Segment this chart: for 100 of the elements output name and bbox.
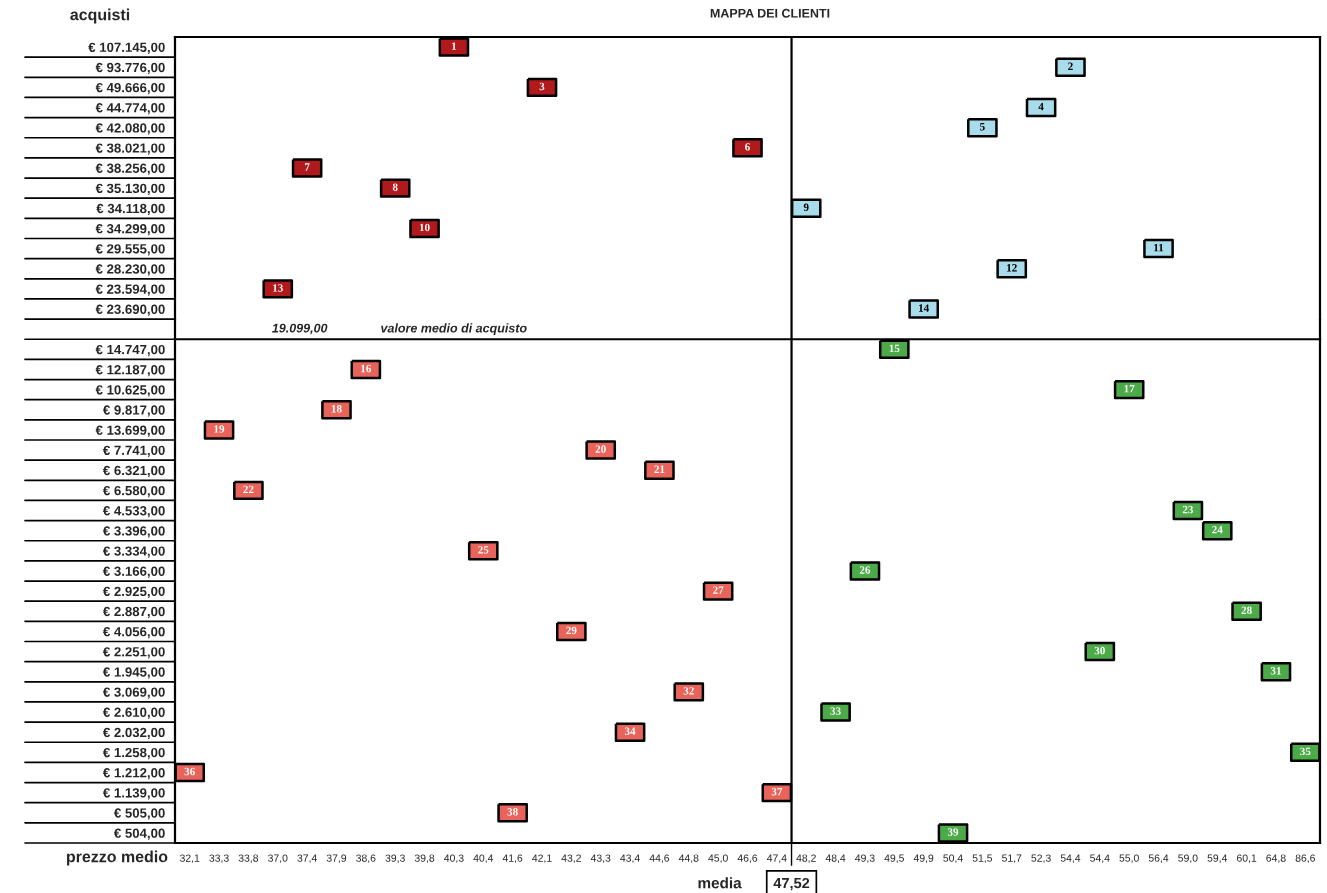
y-tick-label: € 9.817,00 <box>102 405 165 417</box>
y-tick-label: € 29.555,00 <box>95 244 165 256</box>
x-tick-label: 39,3 <box>385 854 405 863</box>
y-tick-label: € 34.299,00 <box>95 223 165 236</box>
text: 19.099,00 <box>272 323 328 335</box>
data-label: 35 <box>1300 747 1311 756</box>
y-tick-label: € 1.258,00 <box>102 747 165 760</box>
data-label: 14 <box>918 304 929 312</box>
x-axis-title: prezzo medio <box>67 850 168 866</box>
y-tick-label: € 1.139,00 <box>102 788 165 800</box>
y-tick-label: € 3.396,00 <box>102 526 165 538</box>
y-tick-label: € 23.594,00 <box>95 284 165 296</box>
data-label: 12 <box>1007 264 1017 272</box>
y-tick-label: € 13.699,00 <box>95 425 165 437</box>
x-tick-label: 42,1 <box>532 854 552 863</box>
x-tick-label: 48,2 <box>796 854 816 863</box>
data-label: 20 <box>595 445 606 453</box>
data-label: 38 <box>507 808 518 816</box>
x-tick-label: 54,4 <box>1090 854 1110 863</box>
y-tick-label: € 107.145,00 <box>88 42 165 54</box>
y-tick-label: € 38.256,00 <box>95 163 165 175</box>
x-tick-label: 51,5 <box>972 854 993 863</box>
x-tick-label: 59,0 <box>1178 854 1198 863</box>
x-tick-label: 49,5 <box>884 854 904 863</box>
data-label: 39 <box>947 828 959 836</box>
data-label: 6 <box>745 143 750 151</box>
data-label: 31 <box>1270 667 1281 675</box>
data-label: 17 <box>1124 384 1135 393</box>
data-label: 26 <box>859 566 871 574</box>
y-tick-label: € 28.230,00 <box>95 264 165 276</box>
x-tick-label: 40,4 <box>473 854 494 863</box>
y-tick-label: € 1.212,00 <box>102 768 165 780</box>
data-label: 16 <box>361 364 372 373</box>
data-label: 10 <box>419 223 430 232</box>
x-tick-label: 43,3 <box>590 854 611 863</box>
x-tick-label: 39,8 <box>414 854 435 863</box>
x-tick-label: 37,9 <box>326 854 347 863</box>
data-label: 33 <box>830 707 841 715</box>
y-tick-label: € 4.533,00 <box>102 506 165 518</box>
data-label: 25 <box>478 546 489 554</box>
x-tick-label: 44,6 <box>649 854 670 863</box>
data-label: 9 <box>803 203 809 212</box>
x-tick-label: 49,9 <box>913 854 934 863</box>
y-tick-label: € 7.741,00 <box>102 445 165 457</box>
data-label: 28 <box>1241 606 1252 615</box>
x-tick-label: 46,6 <box>737 854 758 863</box>
data-label: 19 <box>214 425 225 433</box>
y-tick-label: € 2.925,00 <box>102 586 165 598</box>
data-label: 27 <box>713 586 724 594</box>
x-tick-label: 32,1 <box>179 854 200 863</box>
y-tick-label: € 2.887,00 <box>102 606 165 619</box>
x-tick-label: 54,4 <box>1060 854 1081 863</box>
chart-title: MAPPA DEI CLIENTI <box>710 8 830 18</box>
y-tick-label: € 6.580,00 <box>102 485 165 498</box>
data-label: 11 <box>1154 243 1164 252</box>
data-label: 36 <box>184 767 195 776</box>
x-tick-label: 55,0 <box>1119 854 1139 863</box>
text: valore medio di acquisto <box>381 323 527 335</box>
data-label: 8 <box>392 183 398 191</box>
data-label: 32 <box>683 687 694 695</box>
data-label: 7 <box>304 163 310 171</box>
y-tick-label: € 2.251,00 <box>102 647 165 659</box>
x-tick-label: 37,0 <box>268 854 288 863</box>
y-tick-label: € 38.021,00 <box>95 143 165 155</box>
data-label: 21 <box>654 465 665 473</box>
x-tick-label: 59,4 <box>1207 854 1228 863</box>
y-tick-label: € 1.945,00 <box>102 667 165 679</box>
x-tick-label: 60,1 <box>1237 854 1257 863</box>
x-tick-label: 41,6 <box>502 854 523 863</box>
data-label: 13 <box>273 284 283 292</box>
data-label: 34 <box>624 727 636 735</box>
x-tick-label: 43,4 <box>620 854 640 863</box>
y-tick-label: € 34.118,00 <box>96 203 165 216</box>
y-tick-label: € 10.625,00 <box>95 385 165 397</box>
data-label: 5 <box>980 123 985 131</box>
data-label: 18 <box>331 405 342 413</box>
data-label: 23 <box>1182 505 1194 514</box>
data-label: 4 <box>1038 102 1044 111</box>
x-tick-label: 40,3 <box>444 854 464 863</box>
data-label: 3 <box>539 82 545 91</box>
x-tick-label: 47,4 <box>766 854 787 863</box>
y-tick-label: € 35.130,00 <box>95 183 165 195</box>
y-tick-label: € 14.747,00 <box>95 344 165 357</box>
y-tick-label: € 505,00 <box>113 808 165 820</box>
y-tick-label: € 3.166,00 <box>102 566 165 578</box>
x-tick-label: 49,3 <box>855 854 875 863</box>
y-tick-label: € 44.774,00 <box>95 103 165 115</box>
x-tick-label: 33,3 <box>209 854 229 863</box>
data-label: 30 <box>1094 646 1105 655</box>
y-tick-label: € 504,00 <box>113 828 165 840</box>
y-tick-label: € 2.032,00 <box>102 727 165 739</box>
data-label: 2 <box>1068 62 1073 70</box>
data-label: 24 <box>1212 525 1223 534</box>
data-label: 29 <box>566 626 577 635</box>
y-tick-label: € 42.080,00 <box>95 123 165 135</box>
text: media <box>698 877 742 889</box>
y-tick-label: € 6.321,00 <box>102 465 165 478</box>
y-tick-label: € 93.776,00 <box>95 62 165 75</box>
y-tick-label: € 4.056,00 <box>102 626 165 639</box>
x-tick-label: 48,4 <box>825 854 846 863</box>
